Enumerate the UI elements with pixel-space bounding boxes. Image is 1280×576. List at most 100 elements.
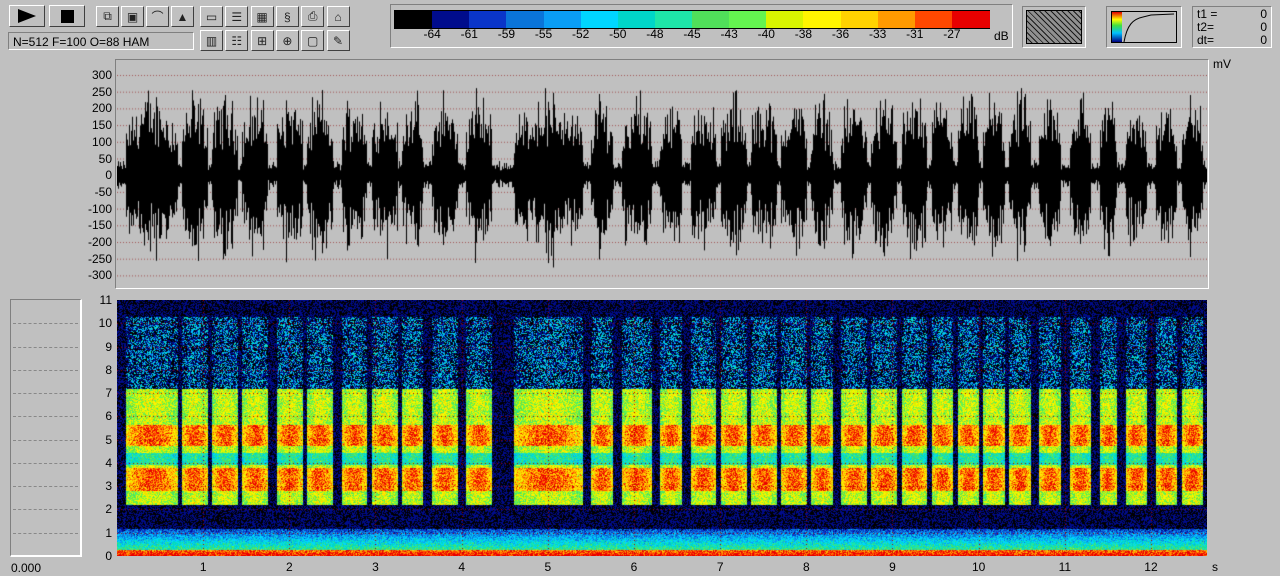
pattern-button[interactable]: ▦ xyxy=(250,6,274,27)
pattern-icon: ▦ xyxy=(256,9,268,24)
crosshair-button[interactable]: ⊞ xyxy=(250,30,274,51)
frame-icon: ▢ xyxy=(307,33,319,48)
open-folder-icon: ⌂ xyxy=(334,9,342,24)
colorbar-label: -40 xyxy=(757,27,775,41)
waveform-plot[interactable] xyxy=(117,61,1207,287)
waveform-y-tick: -300 xyxy=(87,268,112,283)
cursor-cross-button[interactable]: ⊕ xyxy=(275,30,299,51)
print-icon: ⎙ xyxy=(307,9,318,23)
dt-label: dt= xyxy=(1197,33,1215,47)
colorbar-segment xyxy=(580,11,619,28)
waveform-y-tick: -250 xyxy=(87,251,112,266)
waveform-frame xyxy=(115,59,1209,289)
spectrogram-plot[interactable] xyxy=(117,300,1207,556)
cursor-readout: t1 = 0 t2= 0 dt= 0 xyxy=(1192,6,1272,48)
edit-button[interactable]: ✎ xyxy=(326,30,350,51)
waveform-y-tick: -50 xyxy=(94,184,112,199)
envelope-button[interactable]: ▲ xyxy=(171,6,194,27)
colorbar-segment xyxy=(617,11,656,28)
grid-line xyxy=(13,393,78,395)
waveform-y-tick: 150 xyxy=(91,118,112,133)
stop-button[interactable] xyxy=(49,5,85,27)
waveform-y-tick: 50 xyxy=(98,151,112,166)
colorbar-label: -59 xyxy=(497,27,516,41)
colorbar-label: -50 xyxy=(609,27,627,41)
colorbar-label: -36 xyxy=(831,27,850,41)
t2-value: 0 xyxy=(1260,20,1267,34)
colorbar-segment xyxy=(654,11,693,28)
spectrogram-y-tick: 11 xyxy=(99,293,112,307)
new-window-button[interactable]: ☰ xyxy=(225,6,249,27)
time-axis-tick: 6 xyxy=(630,560,638,574)
contrast-curve-button[interactable] xyxy=(1106,6,1182,48)
spectrogram-y-tick: 2 xyxy=(105,502,112,517)
spectrogram-y-tick: 9 xyxy=(105,339,112,354)
section-value: 0.000 xyxy=(11,561,42,575)
stop-icon xyxy=(60,9,74,23)
colorbar-segment xyxy=(914,11,953,28)
colorbar xyxy=(394,10,990,29)
colorbar-segment xyxy=(395,11,433,28)
dt-value: 0 xyxy=(1260,33,1267,47)
time-axis-tick: 11 xyxy=(1058,560,1072,574)
spectrogram-y-tick: 10 xyxy=(98,316,112,331)
grid-line xyxy=(13,369,78,371)
waveform-y-tick: 300 xyxy=(91,68,112,82)
grid-line xyxy=(13,416,78,418)
t1-value: 0 xyxy=(1260,7,1267,21)
analysis-settings-field: N=512 F=100 O=88 HAM xyxy=(8,32,194,50)
colorbar-label: -64 xyxy=(423,27,441,41)
grid-button[interactable]: ▥ xyxy=(200,30,223,51)
colorbar-label: -48 xyxy=(646,27,664,41)
spectrum-s-button[interactable]: § xyxy=(275,6,299,27)
waveform-y-tick: -150 xyxy=(87,218,112,233)
waveform-y-tick: 0 xyxy=(105,168,112,183)
window-button[interactable]: ▭ xyxy=(200,6,223,27)
time-axis-tick: 2 xyxy=(285,560,293,574)
section-spectrum-panel[interactable] xyxy=(10,299,82,557)
colorbar-segment xyxy=(729,11,767,28)
spectrogram-y-tick: 8 xyxy=(105,362,112,377)
time-axis-tick: 9 xyxy=(889,560,896,574)
palette-pattern-button[interactable] xyxy=(1022,6,1086,48)
colorbar-segment xyxy=(469,11,507,28)
print-button[interactable]: ⎙ xyxy=(301,6,325,27)
list-button[interactable]: ☷ xyxy=(225,30,249,51)
colorbar-segment xyxy=(840,11,879,28)
colorbar-segment xyxy=(766,11,804,28)
t2-label: t2= xyxy=(1197,20,1215,34)
time-axis-unit: s xyxy=(1212,560,1218,574)
grid-icon: ▥ xyxy=(205,33,218,48)
spectrum-s-icon: § xyxy=(284,9,291,24)
play-icon xyxy=(18,9,36,23)
open-folder-button[interactable]: ⌂ xyxy=(326,6,350,27)
colorbar-panel: dB -64 -61 -59 -55 -52 -50 -48 -45 -43 -40 -38 -36 -… xyxy=(390,4,1013,48)
hatch-pattern-icon xyxy=(1026,10,1082,44)
save-button[interactable]: ▣ xyxy=(121,6,144,27)
colorbar-label: -61 xyxy=(460,27,478,41)
edit-icon: ✎ xyxy=(332,33,344,48)
grid-line xyxy=(13,439,78,441)
colorbar-segment xyxy=(543,11,582,28)
frame-button[interactable]: ▢ xyxy=(301,30,325,51)
colorbar-segment xyxy=(432,11,470,28)
waveform-y-tick: 200 xyxy=(91,101,112,116)
colorbar-segment xyxy=(803,11,841,28)
play-button[interactable] xyxy=(9,5,45,27)
save-icon: ▣ xyxy=(126,9,139,24)
copy-button[interactable]: ⧉ xyxy=(96,6,119,27)
colorbar-segment xyxy=(692,11,730,28)
spectrogram-y-tick: 4 xyxy=(105,455,112,470)
t1-label: t1 = xyxy=(1197,7,1218,21)
new-window-icon: ☰ xyxy=(231,9,243,24)
time-axis-tick: 10 xyxy=(971,560,986,574)
grid-line xyxy=(13,346,78,348)
filter-curve-button[interactable]: ⌒ xyxy=(146,6,169,27)
grid-line xyxy=(13,486,78,488)
colorbar-label: -38 xyxy=(794,27,813,41)
spectrogram-y-tick: 0 xyxy=(105,549,112,563)
time-axis-tick: 5 xyxy=(544,560,552,574)
colorbar-label: -52 xyxy=(571,27,590,41)
filter-curve-icon: ⌒ xyxy=(151,10,164,24)
colorbar-label: -33 xyxy=(868,27,887,41)
